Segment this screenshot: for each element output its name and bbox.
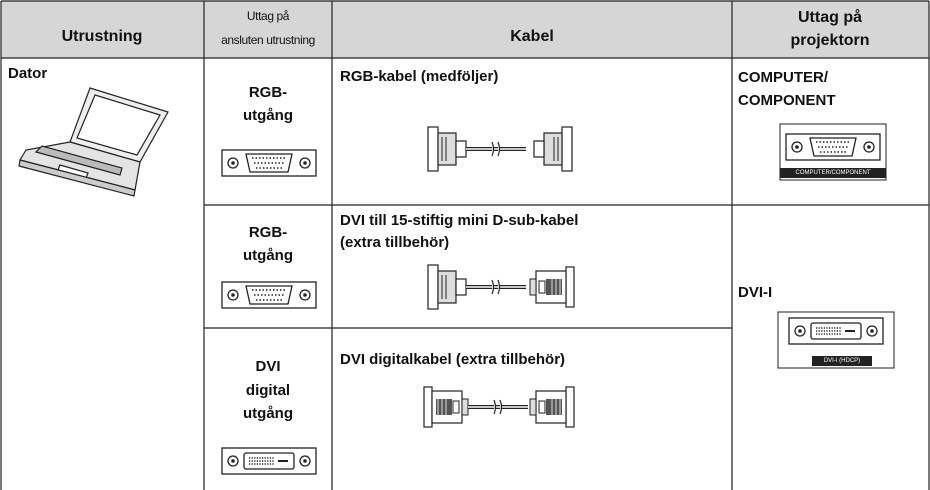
output: utgång — [243, 405, 293, 422]
output: DVI — [255, 358, 281, 375]
output: utgång — [243, 247, 293, 264]
header-cell: projektorn — [790, 32, 870, 49]
cable: DVI digitalkabel (extra tillbehör) — [340, 351, 566, 368]
output: RGB- — [248, 224, 288, 241]
cable: DVI till 15-stiftig mini D-sub-kabel — [340, 212, 579, 229]
output: digital — [245, 382, 291, 399]
header-cell: Uttag på — [246, 9, 290, 23]
header-cell: Utrustning — [61, 28, 143, 45]
cable: RGB-kabel (medföljer) — [340, 68, 499, 85]
projector-input: COMPONENT — [738, 92, 836, 109]
header-cell: Uttag på — [798, 9, 862, 26]
equipment: Dator — [8, 65, 48, 82]
header-cell: ansluten utrustning — [221, 33, 315, 47]
port-label: DVI-I (HDCP) — [823, 358, 861, 364]
projector-input: DVI-I — [738, 284, 773, 301]
output: utgång — [243, 107, 293, 124]
cable: (extra tillbehör) — [340, 234, 450, 251]
output: RGB- — [248, 84, 288, 101]
port-label: COMPUTER/COMPONENT — [795, 170, 871, 176]
header-cell: Kabel — [510, 28, 554, 45]
projector-input: COMPUTER/ — [738, 69, 828, 86]
